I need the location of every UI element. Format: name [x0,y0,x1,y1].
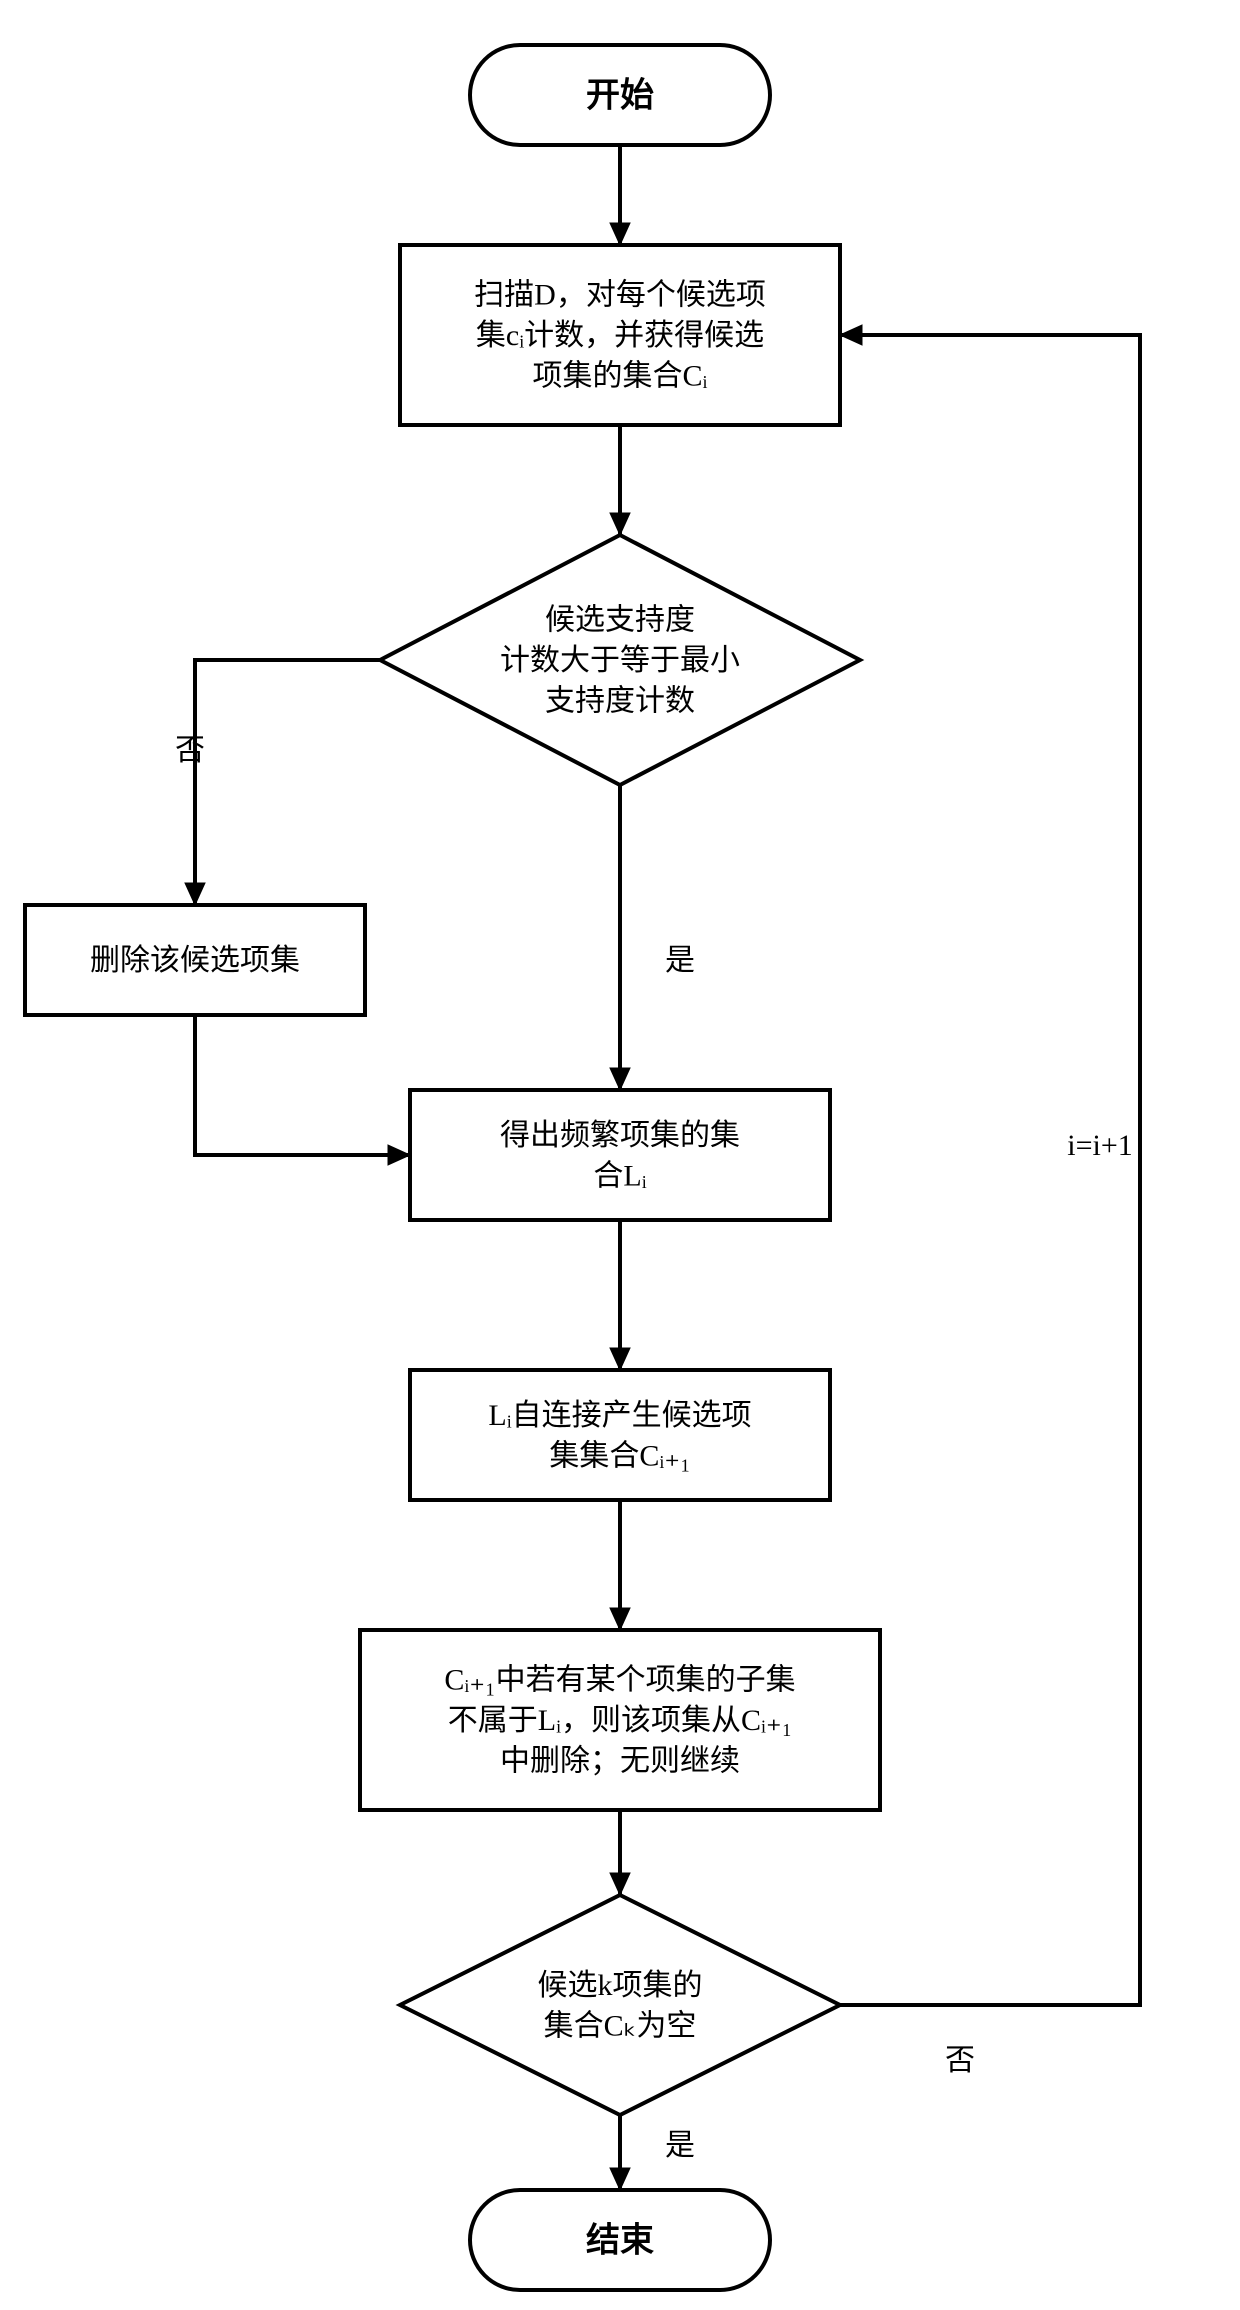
edge-4 [195,1015,410,1155]
edge-6-arrowhead [610,1608,630,1630]
edge-2-label: 否 [175,734,205,767]
node-join-label: Lᵢ自连接产生候选项集集合Cᵢ₊₁ [488,1399,751,1473]
edge-3-arrowhead [610,1068,630,1090]
node-freq-label: 得出频繁项集的集合Lᵢ [500,1119,740,1193]
node-freq [410,1090,830,1220]
edge-1-arrowhead [610,513,630,535]
edge-2 [195,660,380,905]
node-join [410,1370,830,1500]
edge-9-arrowhead [840,325,862,345]
edge-5-arrowhead [610,1348,630,1370]
edge-9-label2: i=i+1 [1067,1129,1133,1162]
edge-8-arrowhead [610,2168,630,2190]
edge-8-label: 是 [665,2129,695,2162]
node-end-label: 结束 [586,2221,654,2259]
edge-7-arrowhead [610,1873,630,1895]
edge-3-label: 是 [665,944,695,977]
node-delete-label: 删除该候选项集 [90,944,300,977]
node-start-label: 开始 [586,76,654,114]
edge-0-arrowhead [610,223,630,245]
edge-2-arrowhead [185,883,205,905]
node-cond_support-label: 候选支持度计数大于等于最小支持度计数 [500,604,740,718]
node-cond_empty-label: 候选k项集的集合Cₖ为空 [538,1969,703,2043]
edge-4-arrowhead [388,1145,410,1165]
node-scan-label: 扫描D，对每个候选项集cᵢ计数，并获得候选项集的集合Cᵢ [474,279,766,393]
edge-9-label: 否 [945,2044,975,2077]
edge-9 [840,335,1140,2005]
node-cond_empty [400,1895,840,2115]
node-prune-label: Cᵢ₊₁中若有某个项集的子集不属于Lᵢ，则该项集从Cᵢ₊₁中删除；无则继续 [444,1664,795,1778]
